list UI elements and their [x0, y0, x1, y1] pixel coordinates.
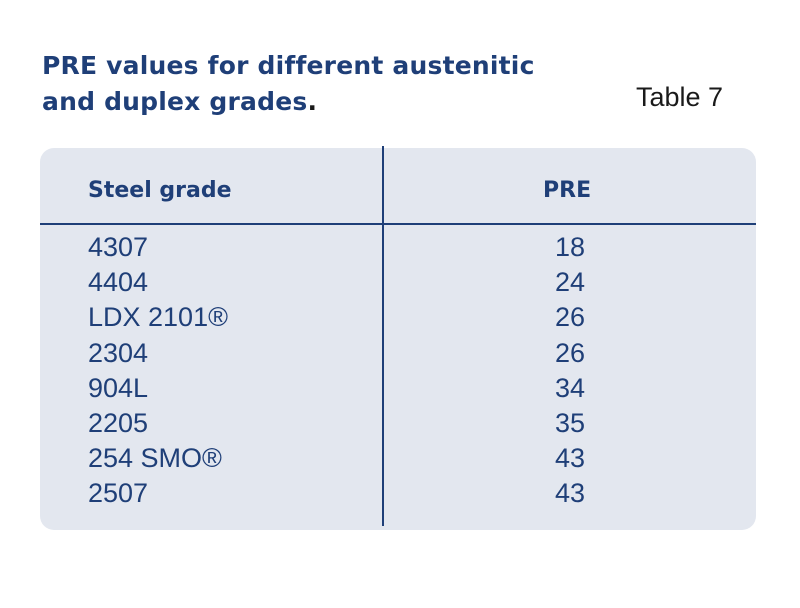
- table-title-period: .: [307, 87, 318, 116]
- column-divider: [382, 146, 384, 526]
- table-title-line-2-text: and duplex grades: [42, 87, 308, 116]
- cell-pre: 43: [554, 478, 586, 509]
- table-row: 2507 43: [40, 476, 756, 511]
- table-title-line-2: and duplex grades.: [42, 84, 535, 120]
- table-row: 4307 18: [40, 230, 756, 265]
- table-row: LDX 2101® 26: [40, 300, 756, 335]
- table-row: 2205 35: [40, 406, 756, 441]
- cell-pre: 34: [554, 372, 586, 403]
- cell-steel-grade: 2205: [88, 407, 149, 438]
- cell-steel-grade: 254 SMO®: [88, 443, 222, 474]
- cell-steel-grade: 2304: [88, 337, 149, 368]
- table-title-line-1: PRE values for different austenitic: [42, 51, 535, 80]
- cell-pre: 26: [554, 337, 586, 368]
- cell-steel-grade: 2507: [88, 478, 149, 509]
- cell-pre: 43: [554, 443, 586, 474]
- cell-pre: 24: [554, 267, 586, 298]
- cell-steel-grade: 4307: [88, 232, 149, 262]
- cell-steel-grade: 904L: [88, 372, 149, 403]
- column-header-pre: PRE: [543, 178, 592, 203]
- table-body: 4307 18 4404 24 LDX 2101® 26 2304 26 904…: [40, 230, 756, 512]
- cell-pre: 26: [554, 302, 586, 333]
- column-header-steel-grade: Steel grade: [88, 178, 232, 203]
- cell-pre: 35: [554, 407, 586, 438]
- table-row: 254 SMO® 43: [40, 441, 756, 476]
- header-divider: [40, 223, 756, 225]
- cell-pre: 18: [554, 232, 586, 262]
- cell-steel-grade: LDX 2101®: [88, 302, 228, 333]
- table-title: PRE values for different austenitic and …: [42, 48, 535, 120]
- cell-steel-grade: 4404: [88, 267, 149, 298]
- table-row: 904L 34: [40, 371, 756, 406]
- table-number-label: Table 7: [636, 82, 724, 112]
- table-row: 4404 24: [40, 265, 756, 300]
- data-table: Steel grade PRE 4307 18 4404 24 LDX 2101…: [40, 146, 756, 530]
- table-row: 2304 26: [40, 336, 756, 371]
